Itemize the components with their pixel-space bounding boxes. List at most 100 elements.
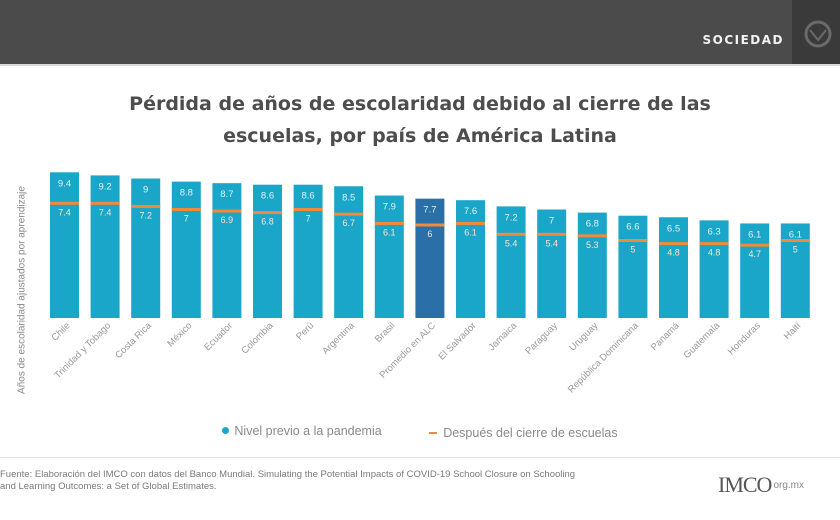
label-post-12: 5.4 [545,238,558,248]
x-tick-label-2: Costa Rica [113,320,154,361]
chart-title-line2: escuelas, por país de América Latina [223,125,617,147]
chart-title-line1: Pérdida de años de escolaridad debido al… [129,93,711,115]
bar-pre-6 [293,184,323,318]
source-line1: Fuente: Elaboración del IMCO con datos d… [0,469,576,480]
bar-pre-7 [334,186,364,318]
footer-divider [0,457,840,458]
label-post-11: 5.4 [505,238,518,248]
label-post-13: 5.3 [586,240,599,250]
marker-post-5 [253,211,282,215]
marker-post-10 [456,221,485,225]
x-tick-label-5: Colombia [239,320,276,357]
label-pre-6: 8.6 [301,191,314,202]
marker-post-0 [50,201,79,205]
marker-post-15 [659,242,688,246]
marker-post-3 [171,208,201,211]
marker-post-2 [131,204,161,208]
label-pre-5: 8.6 [261,191,274,202]
label-post-6: 7 [306,214,311,224]
x-tick-label-7: Argentina [320,320,357,357]
x-tick-label-16: Guatemala [682,320,723,361]
label-pre-12: 7 [549,216,554,227]
label-post-10: 6.1 [464,227,477,237]
label-post-5: 6.8 [261,217,274,227]
label-pre-3: 8.8 [180,188,193,199]
label-pre-18: 6.1 [789,229,802,240]
label-post-2: 7.2 [139,210,152,220]
label-pre-11: 7.2 [504,212,517,223]
label-pre-17: 6.1 [748,229,761,240]
bar-pre-2 [131,178,161,318]
x-tick-label-11: Jamaica [486,320,519,353]
legend-label-post: Después del cierre de escuelas [443,426,618,440]
bar-pre-17 [740,223,770,318]
label-pre-15: 6.5 [667,223,680,234]
marker-post-8 [374,221,404,225]
x-tick-label-8: Brasil [373,320,398,345]
marker-post-12 [537,232,567,236]
label-post-0: 7.4 [58,207,71,217]
marker-post-4 [212,209,242,213]
x-tick-label-0: Chile [50,320,73,343]
lion-emblem-icon [804,20,832,48]
legend-swatch-pre [222,427,230,434]
legend-label-pre: Nivel previo a la pandemia [234,423,382,438]
top-banner: SOCIEDAD [0,0,840,66]
label-pre-13: 6.8 [586,219,599,230]
x-tick-label-12: Paraguay [523,320,560,357]
label-post-1: 7.4 [99,207,112,217]
label-pre-9: 7.7 [423,205,436,216]
legend-item-pre: Nivel previo a la pandemia [222,423,382,438]
logo-text: IMCO [718,472,772,497]
marker-post-16 [699,242,729,246]
label-post-8: 6.1 [383,227,396,237]
marker-post-1 [90,201,120,205]
label-post-16: 4.8 [708,248,721,258]
label-pre-2: 9 [143,185,148,196]
corner-emblem [792,0,840,64]
bar-pre-5 [253,184,282,318]
marker-post-18 [780,239,810,242]
bar-pre-1 [90,175,120,318]
bar-pre-0 [50,172,79,318]
label-pre-8: 7.9 [383,202,396,213]
bar-pre-3 [171,181,201,318]
label-pre-0: 9.4 [58,178,71,189]
x-tick-label-4: Ecuador [202,320,235,353]
label-post-14: 5 [630,245,635,255]
x-tick-label-6: Perú [294,320,316,342]
legend: Nivel previo a la pandemia Después del c… [0,423,840,440]
bar-pre-4 [212,183,242,318]
bar-pre-16 [699,220,729,318]
marker-post-13 [577,234,607,238]
marker-post-6 [293,208,323,211]
label-post-4: 6.9 [221,215,234,225]
bar-pre-9 [415,198,445,318]
bar-pre-10 [456,200,485,318]
marker-post-7 [334,212,364,216]
x-tick-label-10: El Salvador [436,320,478,362]
marker-post-14 [618,239,648,242]
source-note: Fuente: Elaboración del IMCO con datos d… [0,469,690,493]
label-pre-10: 7.6 [464,206,477,217]
bar-pre-13 [577,212,607,318]
x-tick-label-14: República Dominicana [566,320,641,395]
x-tick-label-17: Honduras [726,320,763,357]
legend-item-post: Después del cierre de escuelas [429,426,618,440]
label-pre-7: 8.5 [342,192,355,203]
legend-swatch-post [429,432,438,434]
label-post-3: 7 [184,214,189,224]
section-label: SOCIEDAD [702,33,784,47]
marker-post-9 [415,223,445,227]
label-pre-16: 6.3 [707,226,720,237]
marker-post-11 [496,232,526,236]
x-tick-label-15: Panamá [649,320,682,353]
label-post-7: 6.7 [342,218,355,228]
bar-pre-11 [496,206,526,318]
x-tick-label-18: Haití [782,320,804,342]
x-tick-label-13: Uruguay [567,320,600,353]
source-line2: and Learning Outcomes: a Set of Global E… [0,481,217,492]
bar-pre-14 [618,215,648,318]
label-pre-14: 6.6 [626,222,639,233]
